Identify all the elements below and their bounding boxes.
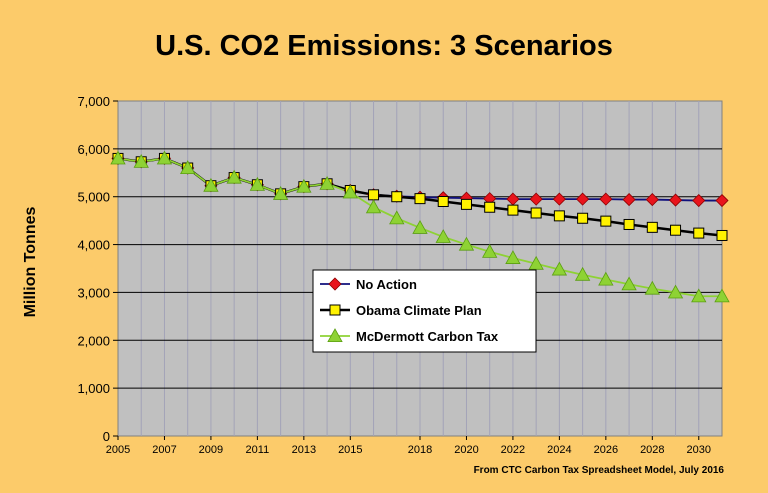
legend-label: McDermott Carbon Tax (356, 329, 499, 344)
x-tick-label: 2011 (246, 444, 270, 456)
data-point (714, 288, 730, 303)
y-tick-label: 0 (103, 429, 110, 444)
x-tick-label: 2024 (547, 444, 571, 456)
x-tick-label: 2028 (640, 444, 664, 456)
data-point (133, 153, 149, 168)
y-tick-labels: 0 1,000 2,000 3,000 4,000 5,000 6,000 7,000 (77, 94, 118, 444)
data-point (412, 219, 428, 234)
y-tick-label: 2,000 (77, 333, 110, 348)
data-point (646, 221, 658, 233)
x-tick-label: 2009 (199, 444, 223, 456)
data-point (437, 196, 449, 207)
data-point (576, 192, 590, 206)
data-point (414, 193, 426, 205)
data-point (482, 243, 498, 258)
data-point (156, 150, 173, 165)
x-tick-label: 2020 (454, 444, 478, 456)
data-point (249, 176, 266, 191)
y-tick-label: 5,000 (77, 190, 110, 205)
legend: No Action Obama Climate Plan McDermott Car… (312, 269, 537, 353)
data-point (272, 186, 289, 200)
y-tick-label: 7,000 (77, 94, 110, 109)
series-markers (110, 150, 730, 303)
x-tick-label: 2013 (292, 444, 316, 456)
data-point (435, 229, 451, 243)
x-tick-label: 2015 (338, 444, 362, 456)
data-point (529, 192, 543, 206)
data-point (668, 193, 683, 207)
data-point (368, 189, 380, 201)
data-point (203, 177, 219, 192)
data-point (342, 184, 358, 199)
legend-marker (328, 277, 342, 291)
data-point (598, 271, 614, 286)
data-point (530, 207, 542, 219)
data-point (599, 192, 613, 206)
data-point (180, 160, 196, 175)
y-tick-label: 6,000 (77, 142, 110, 157)
x-tick-labels: 2005 2007 2009 2011 2013 2015 2018 2020 2022 2024… (106, 436, 711, 456)
data-point (644, 280, 660, 295)
y-tick-label: 1,000 (77, 381, 110, 396)
data-point (667, 284, 684, 299)
legend-marker (329, 304, 341, 316)
legend-marker (327, 328, 343, 343)
data-point (691, 288, 707, 303)
x-tick-label: 2026 (594, 444, 618, 456)
data-point (460, 198, 472, 210)
data-point (622, 193, 636, 207)
data-point (692, 193, 706, 208)
chart-title: U.S. CO2 Emissions: 3 Scenarios (155, 30, 613, 62)
data-point (226, 169, 242, 184)
legend-label: Obama Climate Plan (356, 303, 482, 318)
data-point (458, 236, 475, 251)
data-point (574, 266, 591, 281)
data-point (319, 175, 335, 190)
data-point (507, 204, 519, 216)
y-tick-label: 4,000 (77, 238, 110, 253)
x-tick-label: 2022 (501, 444, 525, 456)
x-tick-label: 2007 (152, 444, 176, 456)
data-point (577, 212, 589, 224)
data-point (693, 227, 705, 239)
data-point (715, 193, 729, 208)
legend-label: No Action (356, 277, 417, 292)
data-point (389, 210, 405, 225)
data-point (621, 276, 637, 291)
data-point (365, 199, 382, 214)
data-point (505, 250, 521, 264)
data-point (645, 193, 659, 207)
data-point (551, 261, 568, 276)
vertical-gridlines (140, 101, 700, 436)
x-tick-label: 2030 (687, 444, 711, 456)
x-tick-label: 2018 (408, 444, 432, 456)
data-point (553, 210, 565, 222)
data-point (110, 150, 126, 165)
y-tick-label: 3,000 (77, 285, 110, 300)
data-point (391, 191, 403, 203)
data-point (484, 201, 496, 213)
x-tick-label: 2005 (106, 444, 130, 456)
data-point (296, 178, 312, 193)
data-point (670, 224, 682, 236)
source-note: From CTC Carbon Tax Spreadsheet Model, J… (473, 465, 724, 476)
data-point (600, 215, 612, 227)
data-point (528, 255, 544, 270)
data-point (623, 218, 635, 230)
data-point (716, 229, 728, 241)
data-point (552, 192, 566, 206)
legend-box (312, 269, 537, 353)
